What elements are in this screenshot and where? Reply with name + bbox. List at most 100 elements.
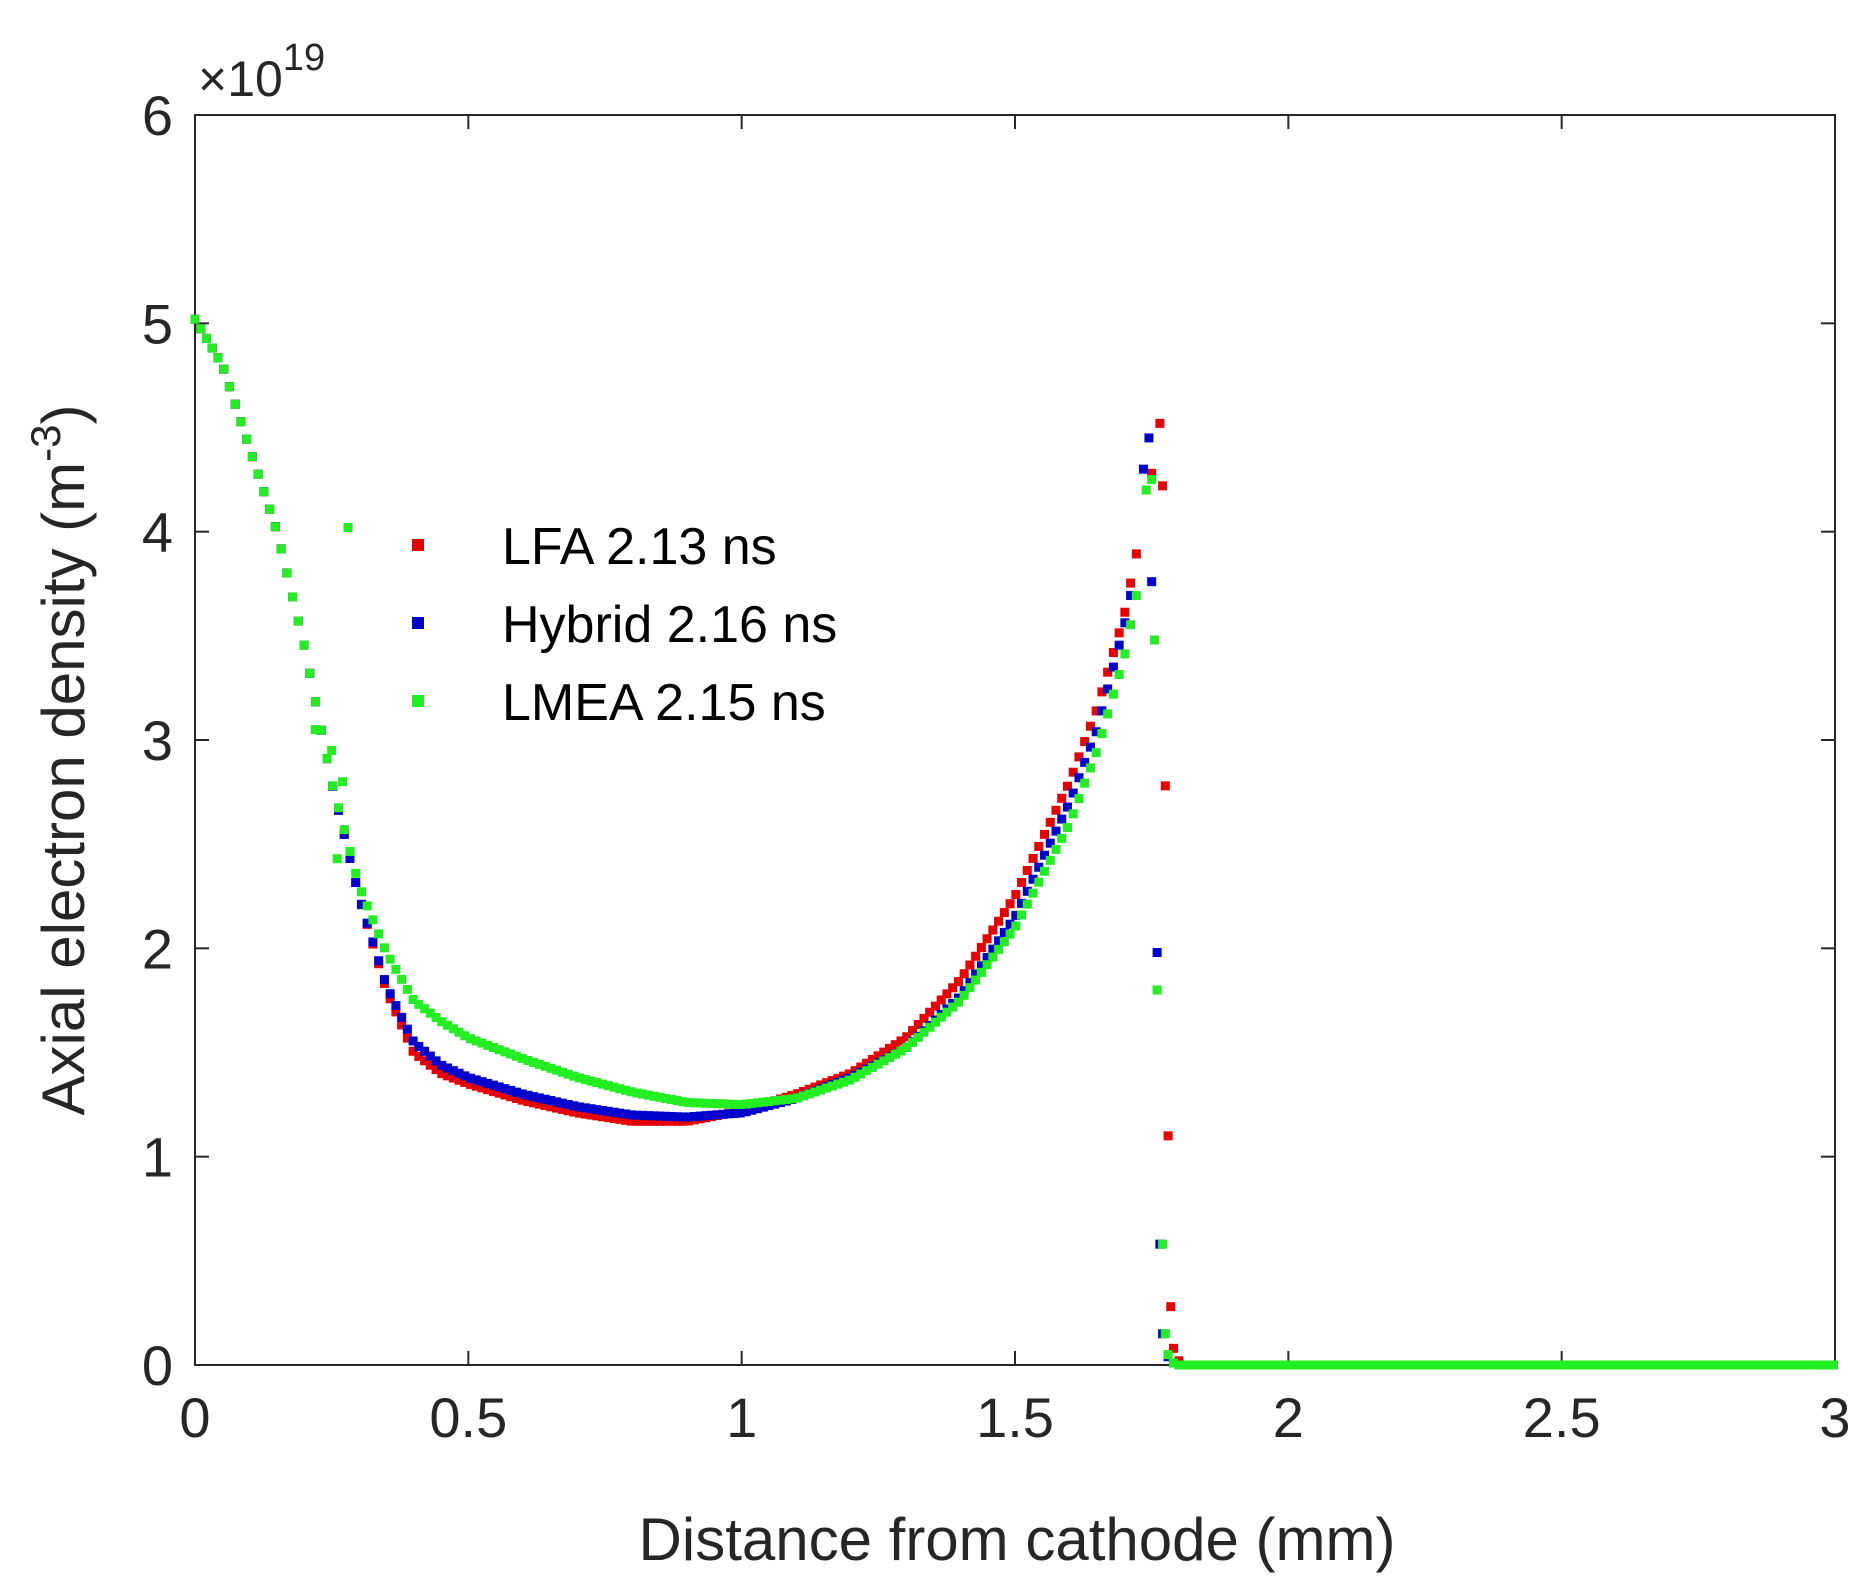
data-point	[936, 1012, 946, 1022]
data-point	[672, 1096, 682, 1106]
data-point	[408, 1036, 418, 1046]
data-point	[965, 983, 975, 993]
data-point	[488, 1080, 498, 1090]
data-point	[402, 984, 412, 994]
data-point	[1034, 841, 1044, 851]
data-point	[534, 1059, 544, 1069]
data-point	[712, 1099, 722, 1109]
data-point	[816, 1085, 826, 1095]
data-point	[552, 1065, 562, 1075]
data-point	[994, 916, 1004, 926]
data-point	[1126, 620, 1136, 630]
data-point	[959, 986, 969, 996]
data-point	[1147, 475, 1157, 485]
data-point	[621, 1085, 630, 1095]
data-point	[1126, 590, 1136, 600]
data-point	[540, 1061, 550, 1071]
data-point	[259, 487, 269, 497]
data-point	[999, 928, 1009, 938]
data-point	[483, 1085, 493, 1095]
data-point	[609, 1082, 619, 1092]
data-point	[701, 1111, 711, 1121]
data-point	[523, 1090, 533, 1100]
data-point	[621, 1109, 630, 1119]
data-point	[850, 1066, 860, 1076]
data-point	[965, 977, 975, 987]
data-point	[569, 1071, 579, 1081]
data-point	[368, 915, 378, 925]
data-point	[454, 1068, 464, 1078]
data-point	[327, 745, 337, 755]
data-point	[414, 1051, 424, 1061]
data-point	[460, 1077, 470, 1087]
data-point	[362, 918, 372, 928]
data-point	[804, 1089, 814, 1099]
data-point	[758, 1097, 768, 1107]
data-point	[902, 1042, 912, 1052]
data-point	[942, 989, 952, 999]
data-point	[839, 1077, 849, 1087]
data-point	[580, 1075, 590, 1085]
data-point	[913, 1020, 923, 1029]
data-point	[930, 1001, 940, 1011]
data-point	[902, 1032, 912, 1042]
data-point	[224, 382, 234, 392]
data-point	[1045, 817, 1055, 827]
data-point	[643, 1090, 653, 1100]
data-point	[511, 1051, 521, 1061]
data-point	[1062, 823, 1072, 832]
data-point	[833, 1079, 843, 1089]
data-point	[201, 333, 211, 343]
data-point	[747, 1098, 757, 1108]
data-point	[466, 1034, 476, 1044]
data-point	[1114, 628, 1124, 638]
data-point	[270, 522, 280, 532]
data-point	[431, 1056, 441, 1066]
x-tick-label: 1.5	[976, 1386, 1054, 1449]
data-point	[1085, 763, 1095, 773]
data-point	[908, 1026, 917, 1036]
x-tick-label: 1	[726, 1386, 757, 1449]
data-point	[994, 936, 1004, 946]
data-point	[471, 1081, 481, 1091]
data-point	[712, 1110, 722, 1120]
data-point	[546, 1063, 556, 1073]
data-point	[580, 1103, 590, 1113]
data-point	[575, 1108, 585, 1118]
data-point	[615, 1114, 625, 1124]
data-point	[517, 1053, 527, 1063]
data-point	[948, 1002, 958, 1012]
data-point	[356, 887, 366, 897]
data-point	[689, 1112, 699, 1122]
data-point	[339, 825, 349, 835]
data-point	[661, 1116, 671, 1126]
data-point	[885, 1043, 895, 1053]
data-point	[959, 990, 969, 1000]
data-point	[913, 1032, 923, 1042]
data-point	[1051, 805, 1061, 815]
data-point	[718, 1099, 728, 1109]
data-point	[1022, 886, 1032, 896]
data-point	[1103, 667, 1113, 677]
data-point	[207, 343, 217, 353]
data-point	[976, 967, 986, 977]
data-point	[1097, 706, 1107, 716]
data-point	[511, 1087, 521, 1097]
data-point	[397, 1012, 407, 1022]
data-point	[988, 925, 998, 935]
legend-label-lfa: LFA 2.13 ns	[502, 518, 777, 576]
data-point	[598, 1112, 608, 1122]
data-point	[437, 1017, 447, 1027]
data-point	[190, 314, 200, 324]
data-point	[247, 452, 257, 462]
data-point	[643, 1116, 653, 1126]
data-point	[1051, 826, 1061, 836]
data-point	[661, 1111, 671, 1121]
data-point	[672, 1112, 682, 1122]
data-point	[557, 1067, 567, 1077]
data-point	[695, 1098, 705, 1108]
x-tick-label: 2	[1273, 1386, 1304, 1449]
data-point	[959, 969, 969, 979]
data-point	[638, 1089, 648, 1099]
y-axis-multiplier: ×1019	[198, 37, 325, 107]
